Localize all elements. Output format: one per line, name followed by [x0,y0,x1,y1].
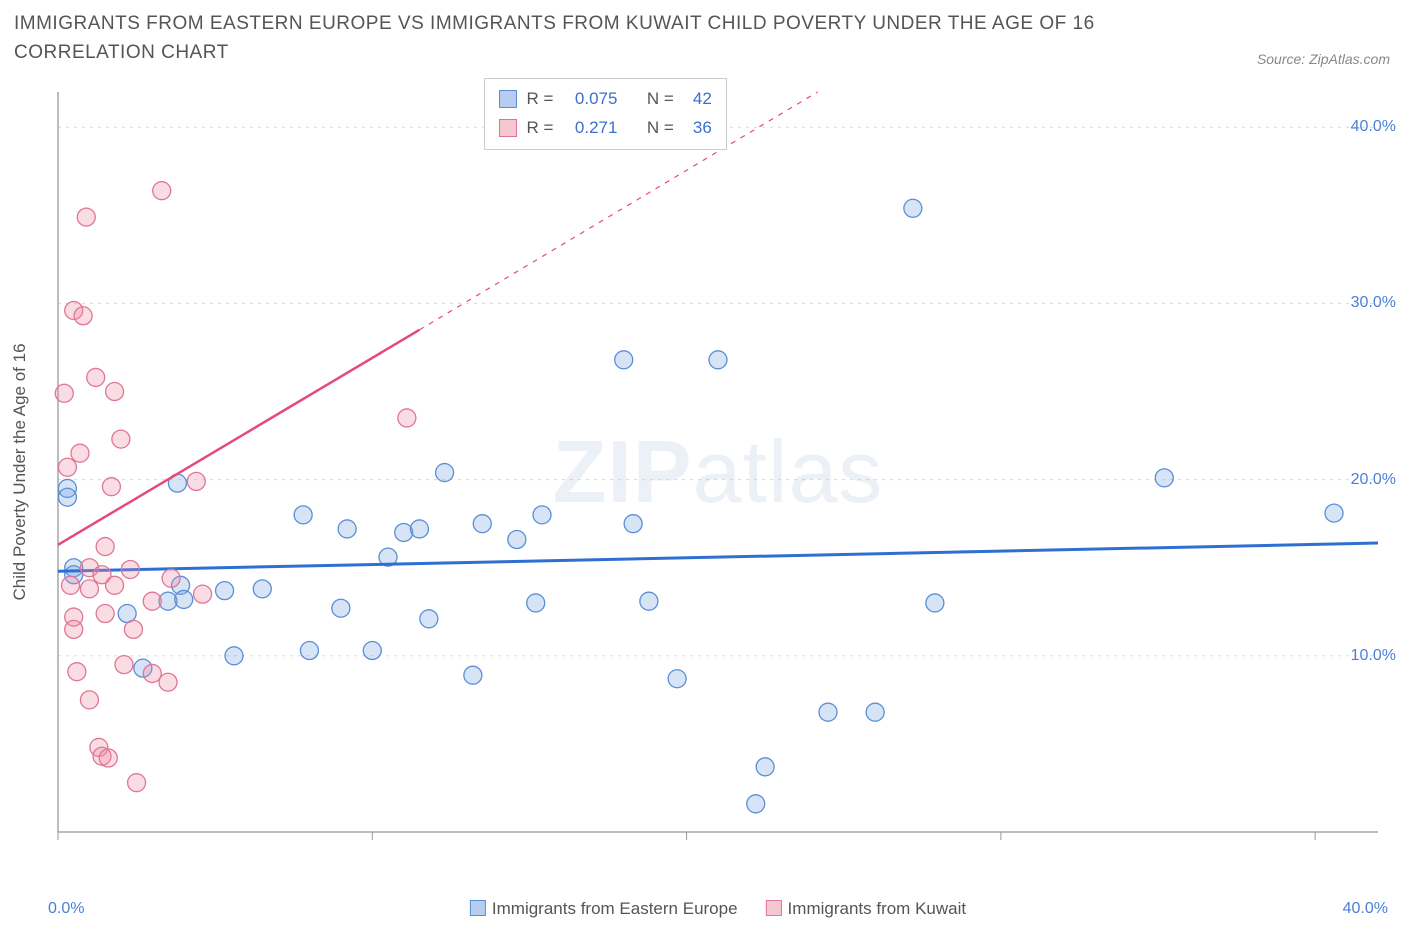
stats-swatch [499,119,517,137]
stat-r-value: 0.271 [563,114,617,143]
stats-box: R = 0.075 N = 42R = 0.271 N = 36 [484,78,727,150]
x-axis-labels: 0.0% Immigrants from Eastern EuropeImmig… [48,900,1388,918]
x-min-label: 0.0% [48,900,84,918]
stat-n-value: 36 [684,114,712,143]
legend-item: Immigrants from Kuwait [766,899,967,919]
stat-n-label: N = [647,85,674,114]
chart-area: Child Poverty Under the Age of 16 ZIPatl… [48,82,1388,862]
x-max-label: 40.0% [1343,900,1388,918]
stat-n-value: 42 [684,85,712,114]
stat-r-label: R = [527,114,554,143]
x-legend: Immigrants from Eastern Europe Immigrants… [470,899,966,919]
y-tick-label: 40.0% [1351,118,1396,136]
stat-r-value: 0.075 [563,85,617,114]
y-tick-label: 20.0% [1351,471,1396,489]
chart-title: IMMIGRANTS FROM EASTERN EUROPE VS IMMIGR… [14,10,1114,67]
scatter-plot [48,82,1388,862]
stat-n-label: N = [647,114,674,143]
y-tick-label: 30.0% [1351,294,1396,312]
legend-label: Immigrants from Kuwait [788,899,967,918]
stat-r-label: R = [527,85,554,114]
chart-source: Source: ZipAtlas.com [1257,51,1390,67]
y-tick-label: 10.0% [1351,647,1396,665]
legend-label: Immigrants from Eastern Europe [492,899,738,918]
legend-item: Immigrants from Eastern Europe [470,899,738,919]
legend-swatch [766,900,782,916]
stats-row: R = 0.271 N = 36 [499,114,712,143]
legend-swatch [470,900,486,916]
stats-row: R = 0.075 N = 42 [499,85,712,114]
y-axis-label: Child Poverty Under the Age of 16 [10,343,30,600]
stats-swatch [499,90,517,108]
